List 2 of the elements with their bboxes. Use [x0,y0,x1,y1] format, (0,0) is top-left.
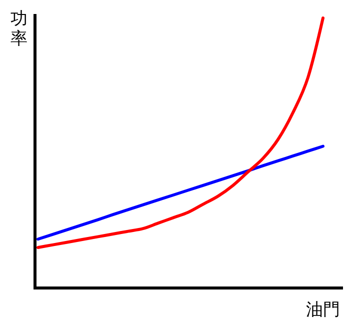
x-axis-title: 油門 [306,300,340,320]
y-axis-title: 功率 [10,9,28,49]
